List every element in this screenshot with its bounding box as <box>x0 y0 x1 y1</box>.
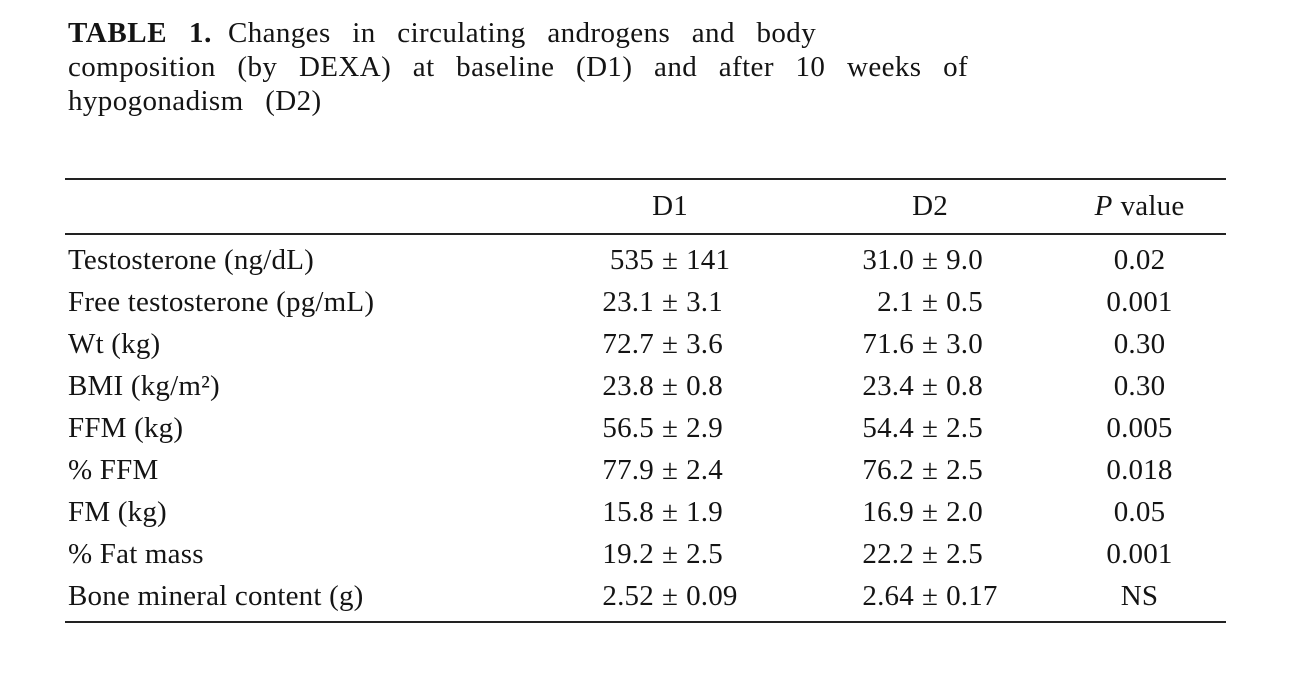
d1-mean: 56.5 <box>602 411 654 444</box>
caption-line-1: TABLE 1. Changes in circulating androgens… <box>68 16 968 50</box>
p-value: 0.001 <box>1106 537 1173 570</box>
d1-sd: 3.6 <box>686 327 723 360</box>
d2-sd: 2.5 <box>946 453 983 486</box>
d2-sd: 2.5 <box>946 537 983 570</box>
row-label: Wt (kg) <box>68 327 161 360</box>
p-value: 0.30 <box>1113 327 1166 360</box>
plus-minus-sign: ± <box>661 285 679 318</box>
plus-minus-sign: ± <box>921 327 939 360</box>
plus-minus-sign: ± <box>661 243 679 276</box>
d1-sd: 1.9 <box>686 495 723 528</box>
table-row: Wt (kg) 72.7 ±3.6 71.6 ±3.0 0.30 <box>65 323 1226 365</box>
row-label: FM (kg) <box>68 495 167 528</box>
plus-minus-sign: ± <box>921 243 939 276</box>
d2-mean: 22.2 <box>862 537 914 570</box>
table-row: FM (kg) 15.8 ±1.9 16.9 ±2.0 0.05 <box>65 491 1226 533</box>
header-p-rest: value <box>1120 190 1185 222</box>
p-value: 0.018 <box>1106 453 1173 486</box>
plus-minus-sign: ± <box>921 537 939 570</box>
p-value: 0.30 <box>1113 369 1166 402</box>
d1-mean: 2.52 <box>602 579 654 612</box>
d1-sd: 2.9 <box>686 411 723 444</box>
p-value: 0.001 <box>1106 285 1173 318</box>
d1-sd: 0.8 <box>686 369 723 402</box>
d1-mean: 23.1 <box>602 285 654 318</box>
d2-sd: 3.0 <box>946 327 983 360</box>
table-body: Testosterone (ng/dL) 535 ±141 31.0 ±9.0 0.… <box>65 235 1226 621</box>
plus-minus-sign: ± <box>661 327 679 360</box>
plus-minus-sign: ± <box>661 453 679 486</box>
d2-mean: 31.0 <box>862 243 914 276</box>
d1-mean: 15.8 <box>602 495 654 528</box>
plus-minus-sign: ± <box>661 411 679 444</box>
d1-mean: 23.8 <box>602 369 654 402</box>
d2-mean: 54.4 <box>862 411 914 444</box>
row-label: Testosterone (ng/dL) <box>68 243 314 276</box>
caption-line-2: composition (by DEXA) at baseline (D1) a… <box>68 51 969 83</box>
table-row: BMI (kg/m²) 23.8 ±0.8 23.4 ±0.8 0.30 <box>65 365 1226 407</box>
d2-sd: 0.5 <box>946 285 983 318</box>
d1-sd: 3.1 <box>686 285 723 318</box>
table-row: Bone mineral content (g) 2.52 ±0.09 2.64 ±… <box>65 575 1226 617</box>
d1-sd: 141 <box>686 243 731 276</box>
header-d1: D1 <box>652 190 688 222</box>
d1-mean: 535 <box>609 243 654 276</box>
d2-mean: 76.2 <box>862 453 914 486</box>
table-row: FFM (kg) 56.5 ±2.9 54.4 ±2.5 0.005 <box>65 407 1226 449</box>
p-value: 0.05 <box>1113 495 1166 528</box>
d1-mean: 72.7 <box>602 327 654 360</box>
row-label: Bone mineral content (g) <box>68 579 364 612</box>
plus-minus-sign: ± <box>921 285 939 318</box>
p-value: NS <box>1120 579 1159 612</box>
d2-sd: 0.8 <box>946 369 983 402</box>
row-label: % Fat mass <box>68 537 204 570</box>
plus-minus-sign: ± <box>661 579 679 612</box>
header-d2: D2 <box>912 190 948 222</box>
d1-sd: 2.4 <box>686 453 723 486</box>
d2-mean: 16.9 <box>862 495 914 528</box>
d2-sd: 9.0 <box>946 243 983 276</box>
row-label: % FFM <box>68 453 159 486</box>
d2-sd: 2.0 <box>946 495 983 528</box>
table-row: Free testosterone (pg/mL) 23.1 ±3.1 2.1 ±0… <box>65 281 1226 323</box>
d1-mean: 19.2 <box>602 537 654 570</box>
table-row: % FFM 77.9 ±2.4 76.2 ±2.5 0.018 <box>65 449 1226 491</box>
plus-minus-sign: ± <box>661 369 679 402</box>
plus-minus-sign: ± <box>921 369 939 402</box>
d2-mean: 71.6 <box>862 327 914 360</box>
d1-sd: 0.09 <box>686 579 738 612</box>
d2-mean: 2.1 <box>877 285 914 318</box>
table-caption: TABLE 1. Changes in circulating androgens… <box>68 16 968 118</box>
row-label: BMI (kg/m²) <box>68 369 220 402</box>
p-value: 0.02 <box>1113 243 1166 276</box>
d1-sd: 2.5 <box>686 537 723 570</box>
d2-mean: 23.4 <box>862 369 914 402</box>
plus-minus-sign: ± <box>661 537 679 570</box>
d1-mean: 77.9 <box>602 453 654 486</box>
caption-line-3: hypogonadism (D2) <box>68 85 322 117</box>
p-value: 0.005 <box>1106 411 1173 444</box>
plus-minus-sign: ± <box>921 495 939 528</box>
plus-minus-sign: ± <box>661 495 679 528</box>
header-p-italic: P <box>1094 190 1113 222</box>
d2-mean: 2.64 <box>862 579 914 612</box>
caption-title-part-1: Changes in circulating androgens and bod… <box>227 17 817 49</box>
plus-minus-sign: ± <box>921 453 939 486</box>
caption-table-number: TABLE 1. <box>68 17 212 49</box>
row-label: FFM (kg) <box>68 411 184 444</box>
d2-sd: 2.5 <box>946 411 983 444</box>
row-label: Free testosterone (pg/mL) <box>68 285 375 318</box>
d2-sd: 0.17 <box>946 579 998 612</box>
table-row: % Fat mass 19.2 ±2.5 22.2 ±2.5 0.001 <box>65 533 1226 575</box>
plus-minus-sign: ± <box>921 579 939 612</box>
table-row: Testosterone (ng/dL) 535 ±141 31.0 ±9.0 0.… <box>65 239 1226 281</box>
plus-minus-sign: ± <box>921 411 939 444</box>
